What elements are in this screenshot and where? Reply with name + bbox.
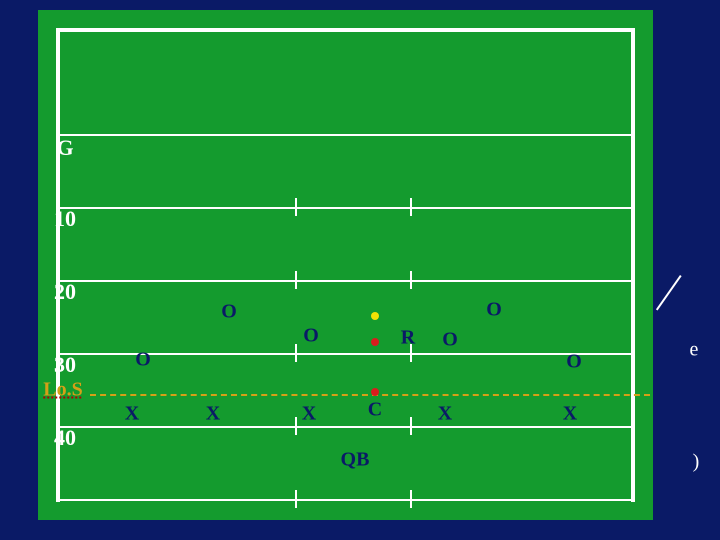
sideline-top (56, 28, 635, 32)
los-label: Lo.S (43, 379, 82, 402)
hashmark (410, 490, 412, 508)
defense-o-5: O (486, 299, 502, 322)
yardline-fifty (56, 499, 635, 501)
hashmark (295, 344, 297, 362)
offense-x-2: X (302, 403, 316, 426)
stray-text-0: e (690, 339, 699, 362)
defense-o-2: O (303, 325, 319, 348)
yardlabel-twenty: 20 (54, 279, 76, 305)
sideline-right (631, 28, 635, 502)
hashmark (295, 490, 297, 508)
offense-qb-6: QB (341, 449, 370, 472)
hashmark (410, 198, 412, 216)
hashmark (410, 417, 412, 435)
defense-o-1: O (221, 301, 237, 324)
hashmark (295, 417, 297, 435)
defense-o-4: O (442, 329, 458, 352)
marker-dot-1 (371, 338, 379, 346)
yardline-goal (56, 134, 635, 136)
defense-r-3: R (401, 327, 415, 350)
offense-x-0: X (125, 403, 139, 426)
offense-x-5: X (563, 403, 577, 426)
yardline-forty (56, 426, 635, 428)
yardline-ten (56, 207, 635, 209)
yardlabel-goal: G (56, 135, 73, 161)
line-of-scrimmage (90, 394, 650, 396)
stray-text-1: ) (693, 451, 700, 474)
marker-dot-2 (371, 388, 379, 396)
yardlabel-forty: 40 (54, 425, 76, 451)
hashmark (295, 271, 297, 289)
offense-x-4: X (438, 403, 452, 426)
offense-x-1: X (206, 403, 220, 426)
hashmark (295, 198, 297, 216)
marker-dot-0 (371, 312, 379, 320)
offense-c-3: C (368, 399, 382, 422)
yardlabel-thirty: 30 (54, 352, 76, 378)
field (38, 10, 653, 520)
yardline-twenty (56, 280, 635, 282)
defense-o-0: O (135, 349, 151, 372)
football-play-diagram: G 10 20 30 40 Lo.S X X X C X X QB O O O R O O Oe) (0, 0, 720, 540)
defense-o-6: O (566, 351, 582, 374)
yardlabel-ten: 10 (54, 206, 76, 232)
hashmark (410, 271, 412, 289)
